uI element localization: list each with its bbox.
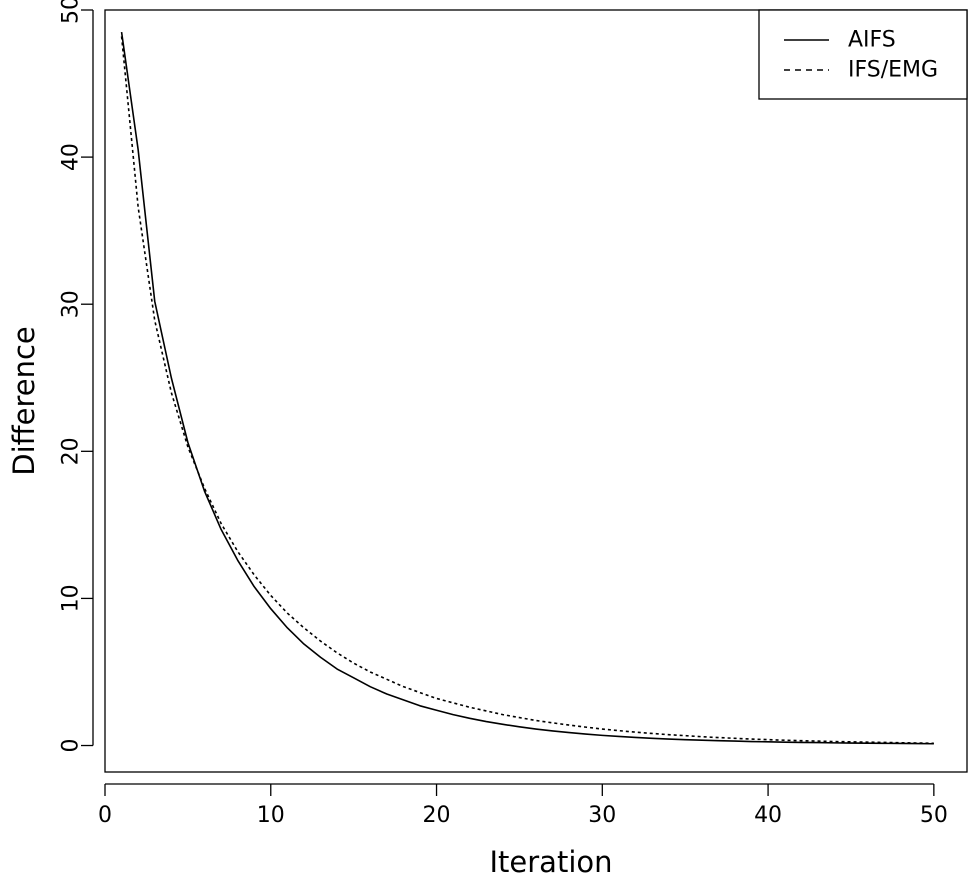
legend-box: [758, 9, 968, 100]
plot-frame: [104, 9, 968, 773]
series-line-aifs: [120, 31, 934, 745]
x-tick-label: 10: [257, 803, 285, 828]
series-layer: [120, 31, 934, 745]
legend-label-ifs-emg: IFS/EMG: [848, 58, 938, 83]
x-tick-label: 0: [98, 803, 112, 828]
y-tick-label: 30: [59, 290, 84, 318]
y-tick-label: 40: [59, 143, 84, 171]
x-tick-label: 20: [423, 803, 451, 828]
y-tick-label: 0: [59, 739, 84, 753]
axes-layer: 0 10 20 30 40 50 0 10 20 30 40 50: [59, 0, 948, 828]
x-axis-title: Iteration: [489, 845, 612, 874]
y-axis-title: Difference: [7, 326, 41, 476]
y-tick-label: 50: [59, 0, 84, 24]
legend-label-aifs: AIFS: [848, 28, 896, 53]
x-tick-label: 50: [920, 803, 948, 828]
legend: AIFS IFS/EMG: [758, 9, 968, 100]
x-tick-label: 30: [588, 803, 616, 828]
x-tick-label: 40: [754, 803, 782, 828]
y-tick-label: 10: [59, 584, 84, 612]
y-tick-label: 20: [59, 437, 84, 465]
series-line-ifs-emg: [120, 36, 934, 745]
